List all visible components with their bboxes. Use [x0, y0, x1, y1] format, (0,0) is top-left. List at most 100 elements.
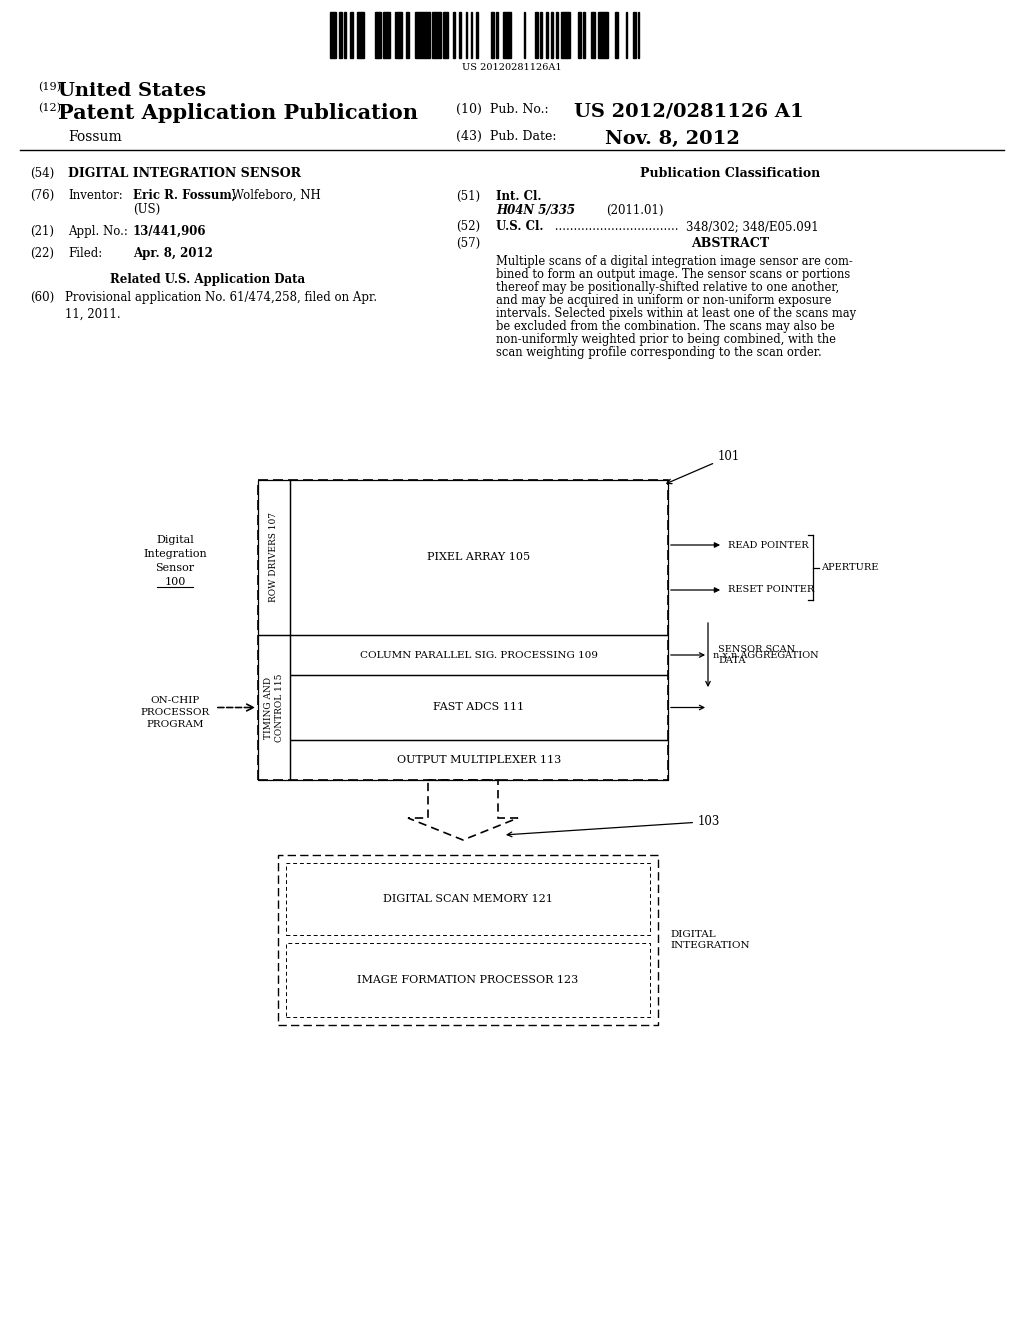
Text: Publication Classification: Publication Classification — [640, 168, 820, 180]
Text: Provisional application No. 61/474,258, filed on Apr.
11, 2011.: Provisional application No. 61/474,258, … — [65, 290, 377, 321]
Text: (21): (21) — [30, 224, 54, 238]
Bar — [422, 12, 425, 58]
Text: Filed:: Filed: — [68, 247, 102, 260]
Bar — [435, 12, 437, 58]
Bar — [357, 12, 359, 58]
Text: Related U.S. Application Data: Related U.S. Application Data — [110, 273, 305, 286]
Text: n x n AGGREGATION: n x n AGGREGATION — [713, 651, 818, 660]
Bar — [258, 480, 668, 780]
Bar — [258, 635, 290, 780]
Text: (10)  Pub. No.:: (10) Pub. No.: — [456, 103, 549, 116]
Text: Appl. No.:: Appl. No.: — [68, 224, 128, 238]
Bar — [384, 12, 386, 58]
Bar — [290, 480, 668, 635]
Bar — [340, 12, 342, 58]
Bar — [407, 12, 409, 58]
Bar — [290, 741, 668, 780]
Text: Nov. 8, 2012: Nov. 8, 2012 — [605, 129, 740, 148]
Bar — [567, 12, 570, 58]
Text: (43)  Pub. Date:: (43) Pub. Date: — [456, 129, 556, 143]
Bar — [476, 12, 478, 58]
Bar — [578, 12, 581, 58]
Text: .................................: ................................. — [551, 220, 679, 234]
Bar — [386, 12, 390, 58]
Bar — [492, 12, 494, 58]
Text: (51): (51) — [456, 190, 480, 203]
Text: (19): (19) — [38, 82, 61, 92]
Bar — [443, 12, 445, 58]
Bar — [419, 12, 422, 58]
Bar — [633, 12, 636, 58]
Bar — [286, 863, 650, 935]
Bar — [591, 12, 594, 58]
Text: (52): (52) — [456, 220, 480, 234]
Bar — [258, 480, 290, 635]
Text: 101: 101 — [667, 450, 740, 483]
Text: US 2012/0281126 A1: US 2012/0281126 A1 — [574, 103, 804, 121]
Bar — [445, 12, 449, 58]
Text: READ POINTER: READ POINTER — [728, 540, 809, 549]
Bar — [583, 12, 585, 58]
Bar — [507, 12, 509, 58]
Bar — [278, 855, 658, 1026]
Bar — [504, 12, 507, 58]
Bar — [556, 12, 558, 58]
Bar — [606, 12, 608, 58]
Bar — [432, 12, 435, 58]
Text: Apr. 8, 2012: Apr. 8, 2012 — [133, 247, 213, 260]
Text: SENSOR SCAN
DATA: SENSOR SCAN DATA — [718, 645, 795, 665]
Text: FAST ADCS 111: FAST ADCS 111 — [433, 702, 524, 713]
Bar — [359, 12, 361, 58]
Bar — [535, 12, 538, 58]
Text: Fossum: Fossum — [68, 129, 122, 144]
Text: Int. Cl.: Int. Cl. — [496, 190, 542, 203]
Text: RESET POINTER: RESET POINTER — [728, 586, 814, 594]
Text: TIMING AND
CONTROL 115: TIMING AND CONTROL 115 — [263, 673, 285, 742]
Text: Patent Application Publication: Patent Application Publication — [58, 103, 418, 123]
Text: 103: 103 — [507, 814, 720, 837]
Text: ROW DRIVERS 107: ROW DRIVERS 107 — [269, 512, 279, 602]
Text: COLUMN PARALLEL SIG. PROCESSING 109: COLUMN PARALLEL SIG. PROCESSING 109 — [360, 651, 598, 660]
Text: (57): (57) — [456, 238, 480, 249]
Bar — [561, 12, 565, 58]
Bar — [546, 12, 548, 58]
Text: U.S. Cl.: U.S. Cl. — [496, 220, 544, 234]
Text: Eric R. Fossum,: Eric R. Fossum, — [133, 189, 236, 202]
Text: bined to form an output image. The sensor scans or portions: bined to form an output image. The senso… — [496, 268, 850, 281]
Bar — [509, 12, 511, 58]
Text: (US): (US) — [133, 203, 160, 216]
Text: 348/302; 348/E05.091: 348/302; 348/E05.091 — [686, 220, 818, 234]
Text: (22): (22) — [30, 247, 54, 260]
Bar — [437, 12, 440, 58]
Text: (76): (76) — [30, 189, 54, 202]
Bar — [616, 12, 618, 58]
Text: intervals. Selected pixels within at least one of the scans may: intervals. Selected pixels within at lea… — [496, 308, 856, 319]
Bar — [379, 12, 381, 58]
Text: and may be acquired in uniform or non-uniform exposure: and may be acquired in uniform or non-un… — [496, 294, 831, 308]
Text: be excluded from the combination. The scans may also be: be excluded from the combination. The sc… — [496, 319, 835, 333]
Bar — [551, 12, 553, 58]
Bar — [496, 12, 498, 58]
Text: H04N 5/335: H04N 5/335 — [496, 205, 575, 216]
Text: Multiple scans of a digital integration image sensor are com-: Multiple scans of a digital integration … — [496, 255, 853, 268]
Bar — [399, 12, 402, 58]
Text: Wolfeboro, NH: Wolfeboro, NH — [228, 189, 321, 202]
Bar — [332, 12, 336, 58]
Text: DIGITAL INTEGRATION SENSOR: DIGITAL INTEGRATION SENSOR — [68, 168, 301, 180]
Text: Digital
Integration
Sensor
100: Digital Integration Sensor 100 — [143, 535, 207, 587]
Text: DIGITAL
INTEGRATION: DIGITAL INTEGRATION — [670, 929, 750, 950]
Text: scan weighting profile corresponding to the scan order.: scan weighting profile corresponding to … — [496, 346, 821, 359]
Bar — [290, 675, 668, 741]
Text: (2011.01): (2011.01) — [606, 205, 664, 216]
Bar — [416, 12, 418, 58]
Text: thereof may be positionally-shifted relative to one another,: thereof may be positionally-shifted rela… — [496, 281, 840, 294]
Text: non-uniformly weighted prior to being combined, with the: non-uniformly weighted prior to being co… — [496, 333, 836, 346]
Text: PIXEL ARRAY 105: PIXEL ARRAY 105 — [427, 553, 530, 562]
Bar — [427, 12, 429, 58]
Text: ON-CHIP
PROCESSOR
PROGRAM: ON-CHIP PROCESSOR PROGRAM — [140, 696, 210, 729]
Text: Inventor:: Inventor: — [68, 189, 123, 202]
Text: 13/441,906: 13/441,906 — [133, 224, 207, 238]
Text: IMAGE FORMATION PROCESSOR 123: IMAGE FORMATION PROCESSOR 123 — [357, 975, 579, 985]
Text: US 20120281126A1: US 20120281126A1 — [462, 63, 562, 73]
Text: DIGITAL SCAN MEMORY 121: DIGITAL SCAN MEMORY 121 — [383, 894, 553, 904]
